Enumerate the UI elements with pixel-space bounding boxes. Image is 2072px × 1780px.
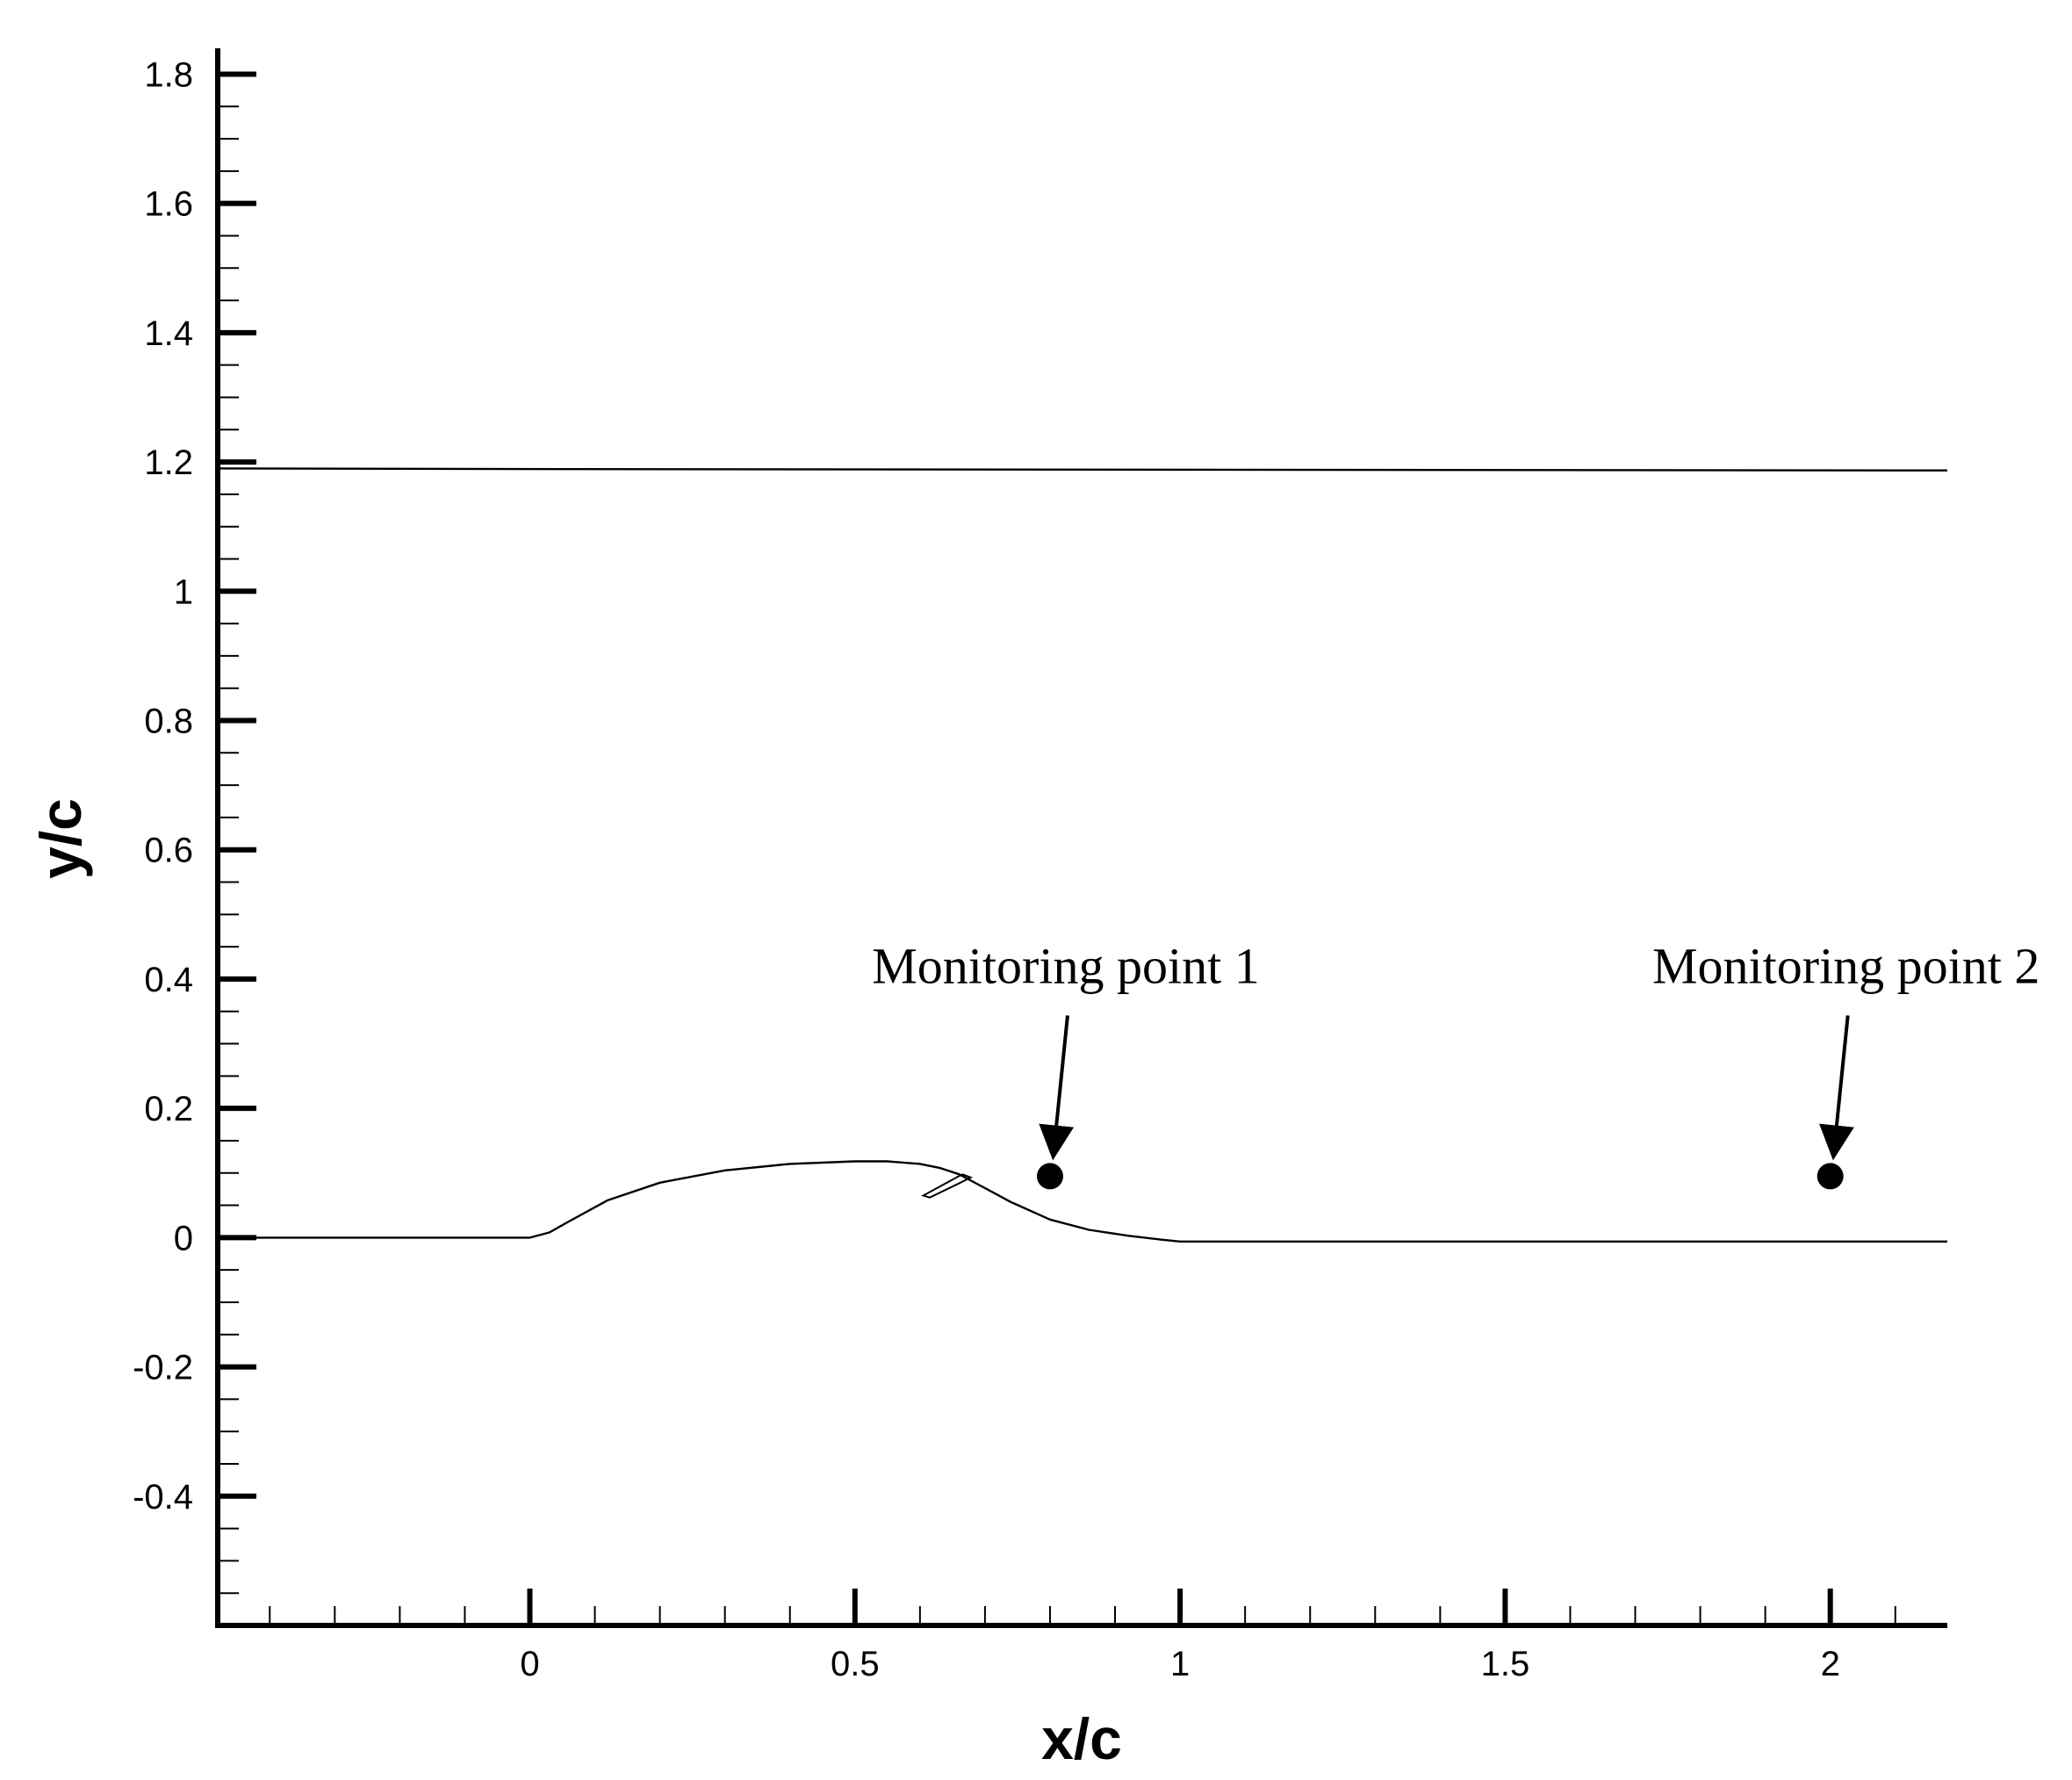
y-tick-label: 1.2 (144, 443, 193, 482)
y-tick-label: -0.4 (133, 1478, 193, 1517)
y-tick-label: 0.4 (144, 961, 193, 999)
y-tick-label: 0.8 (144, 703, 193, 741)
x-tick-label: 1.5 (1481, 1645, 1530, 1683)
y-axis-title: y/c (28, 798, 93, 879)
series-line-1 (217, 467, 1948, 472)
monitoring-point-label-1: Monitoring point 1 (872, 937, 1259, 994)
monitoring-point-arrow-2 (1819, 1015, 1854, 1161)
y-tick-label: 1.4 (144, 314, 193, 353)
monitoring-point-arrow-1 (1039, 1015, 1075, 1161)
flap-outline (921, 1173, 974, 1199)
y-tick-label: 0.6 (144, 832, 193, 870)
monitoring-point-marker-1 (1036, 1163, 1063, 1190)
monitoring-point-marker-2 (1817, 1163, 1844, 1190)
y-tick-label: 1.6 (144, 185, 193, 224)
series-line-2 (218, 1160, 1947, 1243)
y-tick-label: 1 (174, 573, 193, 611)
monitoring-point-label-2: Monitoring point 2 (1652, 937, 2040, 994)
x-axis-title: x/c (1041, 1706, 1122, 1771)
y-tick-label: 1.8 (144, 55, 193, 94)
y-tick-label: 0.2 (144, 1090, 193, 1128)
x-tick-label: 0.5 (831, 1645, 880, 1683)
points-layer: Monitoring point 1 Monitoring point 2 (872, 937, 2040, 1190)
series-layer (217, 467, 1948, 1243)
x-tick-label: 1 (1170, 1645, 1190, 1683)
x-tick-label: 0 (520, 1645, 539, 1683)
x-tick-label: 2 (1821, 1645, 1840, 1683)
y-tick-label: 0 (174, 1219, 193, 1258)
axes-layer: 0 0.5 1 1.5 2 1.8 1.6 1.4 1.2 1 0.8 0.6 0.4 0.2 0 -0.2 -… (133, 48, 1947, 1683)
y-tick-label: -0.2 (133, 1349, 193, 1387)
